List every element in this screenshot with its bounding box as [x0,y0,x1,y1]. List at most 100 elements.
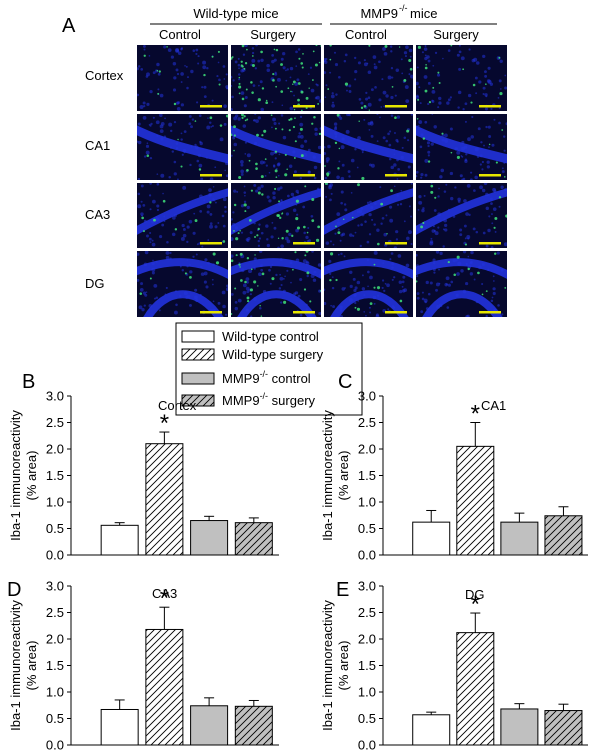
micrograph-r0-c3 [416,45,507,111]
legend-label-wt-control: Wild-type control [222,329,319,344]
y-tick-label-e-3: 1.5 [358,658,376,673]
significance-star-d: * [160,585,169,612]
legend-label-mmp9-control-sup: -/- [260,369,269,379]
legend-label-mmp9-surgery-rest: surgery [268,393,315,408]
chart-title-e: DG [465,587,485,602]
y-tick-label-c-0: 0.0 [358,548,376,563]
y-tick-label-c-6: 3.0 [358,389,376,404]
group-header-mmp9-superscript: -/- [399,3,408,13]
bar-b-3 [234,522,273,556]
y-axis-unit-e: (% area) [336,641,351,691]
legend-label-wt-surgery: Wild-type surgery [222,347,324,362]
significance-star-e: * [471,591,480,618]
bar-e-1 [456,632,495,746]
bar-e-3 [544,710,583,746]
bar-c-0 [412,521,451,556]
bar-b-2 [190,520,229,556]
y-axis-unit-d: (% area) [24,641,39,691]
bar-c-3 [544,515,583,556]
y-tick-label-e-4: 2.0 [358,632,376,647]
panel-label-d: D [7,579,21,601]
y-tick-label-d-3: 1.5 [46,658,64,673]
legend-label-mmp9-surgery: MMP9-/- surgery [222,391,316,408]
bar-d-2 [190,705,229,746]
bar-c-2 [500,521,539,556]
legend-label-mmp9-control-main: MMP9 [222,371,260,386]
row-label-cortex: Cortex [85,68,124,83]
y-axis-unit-c: (% area) [336,451,351,501]
legend-label-mmp9-surgery-main: MMP9 [222,393,260,408]
y-tick-label-d-0: 0.0 [46,738,64,751]
y-tick-label-c-4: 2.0 [358,442,376,457]
y-tick-label-d-6: 3.0 [46,579,64,594]
y-axis-label-d: Iba-1 immunoreactivity [8,600,23,731]
micrograph-r1-c1 [231,114,321,180]
column-header-wt-control: Control [159,27,201,42]
legend-label-mmp9-surgery-sup: -/- [260,391,269,401]
micrograph-r3-c1 [231,251,321,317]
significance-star-c: * [471,401,480,428]
legend-swatch-mmp9-control [181,372,215,385]
micrograph-r3-c3 [416,251,507,317]
bar-d-0 [100,708,139,746]
panel-label-c: C [338,371,352,393]
significance-star-b: * [160,410,169,437]
chart-panel-b: B 0.0 0.5 1.0 1.5 2.0 2.5 3.0 Iba-1 immunoreacti… [8,371,279,563]
y-axis-unit-b: (% area) [24,451,39,501]
y-axis-label-e: Iba-1 immunoreactivity [320,600,335,731]
y-axis-label-b: Iba-1 immunoreactivity [8,410,23,541]
y-tick-label-b-2: 1.0 [46,495,64,510]
bar-charts: B 0.0 0.5 1.0 1.5 2.0 2.5 3.0 Iba-1 immunoreacti… [7,371,588,751]
legend-swatch-mmp9-surgery [181,394,215,407]
column-header-wt-surgery: Surgery [250,27,296,42]
column-header-mmp9-surgery: Surgery [433,27,479,42]
y-tick-label-c-3: 1.5 [358,468,376,483]
micrograph-r3-c0 [137,251,228,317]
panel-label-e: E [336,579,349,601]
legend-swatch-wt-control [181,330,215,343]
micrograph-grid [137,45,507,317]
y-tick-label-e-5: 2.5 [358,605,376,620]
y-tick-label-e-0: 0.0 [358,738,376,751]
chart-panel-d: D 0.0 0.5 1.0 1.5 2.0 2.5 3.0 Iba-1 immunoreacti… [7,579,279,751]
legend: Wild-type control Wild-type surgery MMP9… [175,322,363,416]
bar-e-0 [412,714,451,746]
y-tick-label-d-2: 1.0 [46,685,64,700]
y-tick-label-d-4: 2.0 [46,632,64,647]
group-header-wild-type: Wild-type mice [193,6,278,21]
chart-panel-e: E 0.0 0.5 1.0 1.5 2.0 2.5 3.0 Iba-1 immunoreacti… [320,579,588,751]
y-tick-label-b-5: 2.5 [46,415,64,430]
bar-b-0 [100,524,139,556]
bar-d-1 [145,628,184,746]
y-tick-label-d-1: 0.5 [46,711,64,726]
micrograph-r2-c0 [137,183,228,248]
y-tick-label-b-0: 0.0 [46,548,64,563]
micrograph-r1-c2 [324,114,413,180]
bar-b-1 [145,443,184,556]
micrograph-r0-c2 [324,45,413,111]
micrograph-r2-c1 [231,183,321,248]
y-tick-label-c-5: 2.5 [358,415,376,430]
legend-label-mmp9-control-rest: control [268,371,311,386]
legend-swatch-wt-surgery [181,348,215,361]
bar-d-3 [234,705,273,746]
bar-c-1 [456,445,495,556]
y-tick-label-b-3: 1.5 [46,468,64,483]
legend-label-mmp9-control: MMP9-/- control [222,369,311,386]
y-tick-label-e-1: 0.5 [358,711,376,726]
y-tick-label-c-2: 1.0 [358,495,376,510]
group-header-mmp9: MMP9 [360,6,398,21]
chart-title-b: Cortex [158,398,197,413]
bar-e-2 [500,708,539,746]
y-tick-label-e-2: 1.0 [358,685,376,700]
group-header-mice: mice [410,6,437,21]
row-label-ca3: CA3 [85,207,110,222]
panel-label-a: A [62,15,76,37]
y-tick-label-b-1: 0.5 [46,521,64,536]
micrograph-r2-c3 [416,183,507,248]
y-axis-label-c: Iba-1 immunoreactivity [320,410,335,541]
row-label-dg: DG [85,276,105,291]
panel-label-b: B [22,371,35,393]
micrograph-r0-c0 [137,45,228,111]
